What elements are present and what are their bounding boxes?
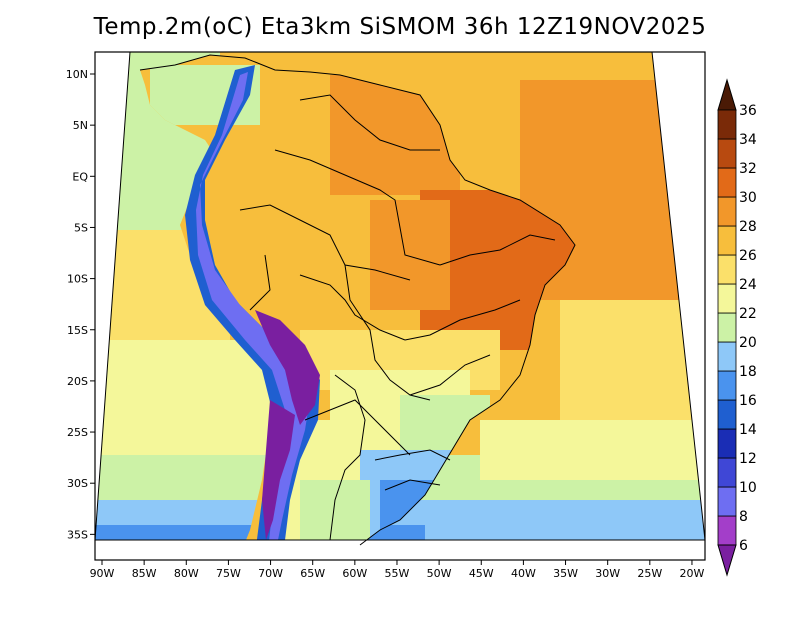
colorbar-label: 18: [739, 364, 757, 380]
y-tick-label: 10N: [66, 68, 88, 81]
y-tick-label: 35S: [67, 528, 88, 541]
x-tick-label: 60W: [342, 567, 367, 580]
colorbar-label: 34: [739, 132, 757, 148]
colorbar-swatch: [717, 312, 737, 343]
colorbar-label: 6: [739, 538, 748, 554]
y-tick-label: 20S: [67, 375, 88, 388]
atlantic-south: [480, 420, 705, 480]
y-tick-label: 30S: [67, 477, 88, 490]
y-tick-label: EQ: [72, 170, 88, 183]
x-tick-label: 55W: [385, 567, 410, 580]
colorbar-swatch: [717, 428, 737, 459]
colorbar-swatch: [717, 167, 737, 198]
colorbar-swatch: [717, 515, 737, 546]
colorbar-max-arrow: [717, 78, 737, 111]
y-tick-label: 5S: [74, 221, 88, 234]
colorbar-label: 24: [739, 277, 757, 293]
colorbar-min-arrow: [717, 544, 737, 577]
colorbar-label: 10: [739, 480, 757, 496]
colorbar-label: 12: [739, 451, 757, 467]
x-tick-label: 75W: [216, 567, 241, 580]
plot-frame: [94, 51, 706, 561]
colorbar-label: 14: [739, 422, 757, 438]
axis-ticks: 90W 85W 80W 75W 70W 65W 60W 55W 50W 45W 40W 35W 30W 2…: [66, 68, 705, 580]
colorbar-label: 28: [739, 219, 757, 235]
colorbar-label: 22: [739, 306, 757, 322]
x-tick-label: 25W: [637, 567, 662, 580]
colorbar-label: 26: [739, 248, 757, 264]
colorbar-label: 16: [739, 393, 757, 409]
x-tick-label: 85W: [132, 567, 157, 580]
y-tick-label: 10S: [67, 273, 88, 286]
y-tick-label: 15S: [67, 324, 88, 337]
x-tick-label: 40W: [511, 567, 536, 580]
x-tick-label: 50W: [427, 567, 452, 580]
y-tick-label: 25S: [67, 426, 88, 439]
colorbar-label: 30: [739, 190, 757, 206]
colorbar-label: 32: [739, 161, 757, 177]
chart-title: Temp.2m(oC) Eta3km SiSMOM 36h 12Z19NOV20…: [93, 14, 707, 40]
x-tick-label: 90W: [90, 567, 115, 580]
colorbar: 6 8 10 12 14 16 18 20 22 24 26 28 30 32 34 36: [717, 78, 757, 577]
x-tick-label: 35W: [553, 567, 578, 580]
ocean-pacific-south: [95, 340, 270, 460]
colorbar-label: 36: [739, 103, 757, 119]
colorbar-swatch: [717, 399, 737, 430]
colorbar-swatch: [717, 109, 737, 140]
colorbar-label: 20: [739, 335, 757, 351]
altiplano-coldest: [255, 310, 320, 425]
x-tick-label: 70W: [258, 567, 283, 580]
y-tick-label: 5N: [73, 119, 88, 132]
x-tick-label: 30W: [595, 567, 620, 580]
colorbar-swatch: [717, 457, 737, 488]
colorbar-swatch: [717, 486, 737, 517]
colorbar-swatch: [717, 370, 737, 401]
colorbar-label: 8: [739, 509, 748, 525]
southern-andes-coldest: [262, 400, 295, 540]
colorbar-swatch: [717, 196, 737, 227]
x-tick-label: 65W: [300, 567, 325, 580]
x-tick-label: 20W: [680, 567, 705, 580]
political-borders: [139, 54, 576, 546]
x-tick-label: 80W: [174, 567, 199, 580]
colorbar-swatch: [717, 341, 737, 372]
colorbar-swatch: [717, 225, 737, 256]
colorbar-swatch: [717, 254, 737, 285]
colorbar-swatch: [717, 283, 737, 314]
x-tick-label: 45W: [469, 567, 494, 580]
colorbar-swatch: [717, 138, 737, 169]
